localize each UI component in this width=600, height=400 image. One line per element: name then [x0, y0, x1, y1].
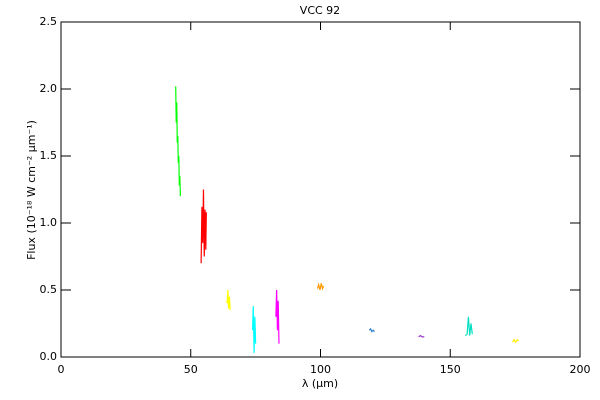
x-axis-label: λ (μm) [302, 377, 338, 390]
plot-frame [60, 21, 581, 358]
spectrum-line [226, 289, 231, 311]
spectrum-line [512, 338, 519, 344]
spectrum-line [418, 334, 425, 338]
x-tick-label: 0 [58, 363, 65, 376]
y-tick-label: 1.0 [40, 216, 58, 229]
spectrum-line [175, 86, 181, 197]
spectrum-line [368, 327, 375, 333]
x-tick-label: 50 [184, 363, 198, 376]
spectrum-line [275, 289, 280, 344]
spectrum-line [200, 189, 207, 264]
y-tick-label: 1.5 [40, 149, 58, 162]
y-tick-label: 2.0 [40, 82, 58, 95]
y-tick-label: 2.5 [40, 15, 58, 28]
spectrum-line [464, 316, 473, 337]
spectrum-line [251, 306, 257, 353]
x-tick-label: 100 [310, 363, 331, 376]
y-tick-label: 0.5 [40, 283, 58, 296]
y-tick-label: 0.0 [40, 350, 58, 363]
x-tick-label: 200 [570, 363, 591, 376]
y-axis-label: Flux (10⁻¹⁸ W cm⁻² μm⁻¹) [25, 120, 38, 260]
x-tick-label: 150 [440, 363, 461, 376]
spectrum-line [316, 282, 325, 291]
chart-title: VCC 92 [300, 4, 340, 17]
